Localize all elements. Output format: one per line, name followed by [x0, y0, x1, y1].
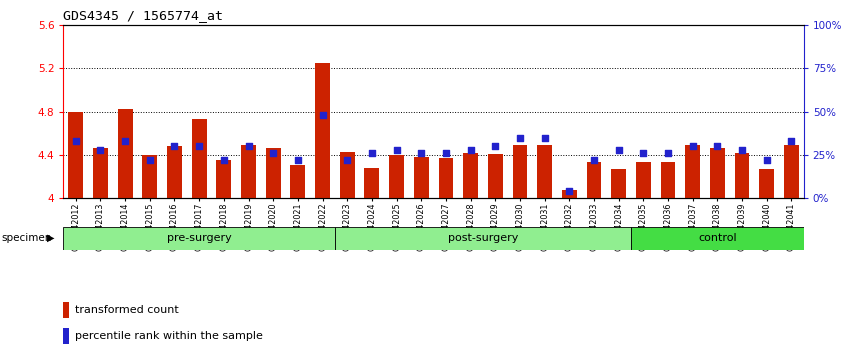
Point: [291, 157, 305, 163]
Point: [488, 143, 502, 149]
Bar: [488, 154, 503, 198]
Bar: [63, 328, 69, 344]
Bar: [463, 153, 478, 198]
Bar: [586, 162, 602, 198]
Point: [242, 143, 255, 149]
Bar: [537, 145, 552, 198]
Bar: [611, 169, 626, 198]
Point: [316, 112, 329, 118]
Point: [735, 147, 749, 153]
Point: [636, 150, 650, 156]
Point: [662, 150, 675, 156]
Point: [538, 135, 552, 140]
FancyBboxPatch shape: [63, 227, 335, 250]
Text: transformed count: transformed count: [75, 305, 179, 315]
Point: [266, 150, 280, 156]
Point: [69, 138, 83, 144]
Point: [760, 157, 773, 163]
Point: [340, 157, 354, 163]
Text: ▶: ▶: [47, 233, 54, 243]
Bar: [167, 146, 182, 198]
Point: [784, 138, 798, 144]
Text: post-surgery: post-surgery: [448, 233, 518, 243]
Text: pre-surgery: pre-surgery: [167, 233, 232, 243]
Bar: [710, 148, 725, 198]
FancyBboxPatch shape: [631, 227, 804, 250]
Bar: [315, 63, 330, 198]
Point: [168, 143, 181, 149]
Point: [587, 157, 601, 163]
Bar: [636, 162, 651, 198]
Bar: [685, 145, 700, 198]
Bar: [438, 158, 453, 198]
Bar: [784, 145, 799, 198]
Point: [94, 147, 107, 153]
Bar: [661, 162, 675, 198]
Point: [390, 147, 404, 153]
Bar: [63, 302, 69, 318]
Bar: [142, 155, 157, 198]
Point: [192, 143, 206, 149]
Text: specimen: specimen: [2, 233, 52, 243]
Bar: [93, 148, 107, 198]
Bar: [562, 190, 577, 198]
Bar: [266, 148, 281, 198]
Point: [415, 150, 428, 156]
Point: [612, 147, 625, 153]
Point: [143, 157, 157, 163]
Bar: [513, 145, 527, 198]
Point: [365, 150, 379, 156]
Point: [464, 147, 477, 153]
Bar: [414, 157, 429, 198]
Point: [217, 157, 231, 163]
Point: [439, 150, 453, 156]
Bar: [241, 145, 255, 198]
Point: [686, 143, 700, 149]
Bar: [365, 168, 379, 198]
Text: percentile rank within the sample: percentile rank within the sample: [75, 331, 263, 341]
Text: GDS4345 / 1565774_at: GDS4345 / 1565774_at: [63, 9, 223, 22]
Point: [118, 138, 132, 144]
FancyBboxPatch shape: [335, 227, 631, 250]
Bar: [217, 160, 231, 198]
Bar: [118, 109, 133, 198]
Bar: [389, 155, 404, 198]
Point: [563, 188, 576, 194]
Bar: [734, 153, 750, 198]
Bar: [192, 119, 206, 198]
Text: control: control: [698, 233, 737, 243]
Bar: [759, 169, 774, 198]
Point: [711, 143, 724, 149]
Point: [514, 135, 527, 140]
Bar: [290, 165, 305, 198]
Bar: [340, 152, 354, 198]
Bar: [69, 112, 83, 198]
